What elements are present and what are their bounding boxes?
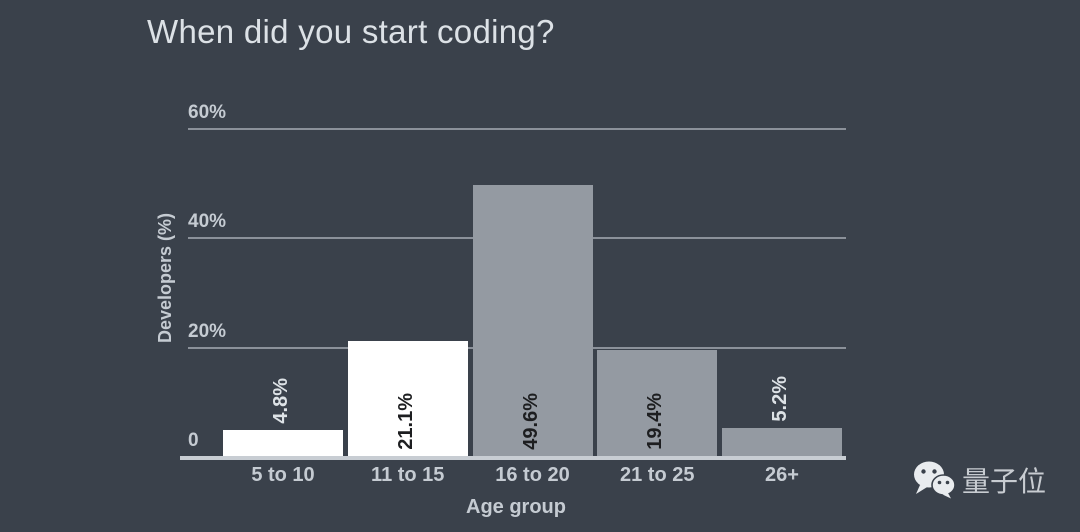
bar-value-label: 4.8% xyxy=(270,378,292,424)
bar xyxy=(597,349,718,456)
chart-title: When did you start coding? xyxy=(147,13,555,50)
y-tick-label: 20% xyxy=(188,320,227,342)
bar xyxy=(722,427,842,456)
gridline xyxy=(188,127,846,130)
wechat-icon xyxy=(914,461,955,499)
bar xyxy=(472,184,593,456)
watermark: 量子位 xyxy=(913,459,1046,501)
bar xyxy=(223,429,343,456)
bar-value-label: 5.2% xyxy=(769,375,791,422)
y-axis-title: Developers (%) xyxy=(155,212,175,344)
x-axis-line xyxy=(180,456,846,460)
bar-value-label: 21.1% xyxy=(394,393,417,450)
bar-value-label: 49.6% xyxy=(519,393,542,450)
watermark-text: 量子位 xyxy=(962,466,1047,497)
bar xyxy=(347,340,468,456)
x-tick-label: 21 to 25 xyxy=(620,464,695,486)
x-tick-label: 16 to 20 xyxy=(495,464,570,486)
x-tick-label: 26+ xyxy=(765,464,799,486)
y-tick-label: 60% xyxy=(188,102,227,123)
y-tick-label: 40% xyxy=(188,211,227,233)
x-axis-title: Age group xyxy=(466,496,566,518)
bar-value-label: 19.4% xyxy=(644,393,667,450)
x-tick-label: 5 to 10 xyxy=(251,464,315,486)
y-tick-label: 0 xyxy=(188,430,199,451)
x-tick-label: 11 to 15 xyxy=(371,464,445,486)
